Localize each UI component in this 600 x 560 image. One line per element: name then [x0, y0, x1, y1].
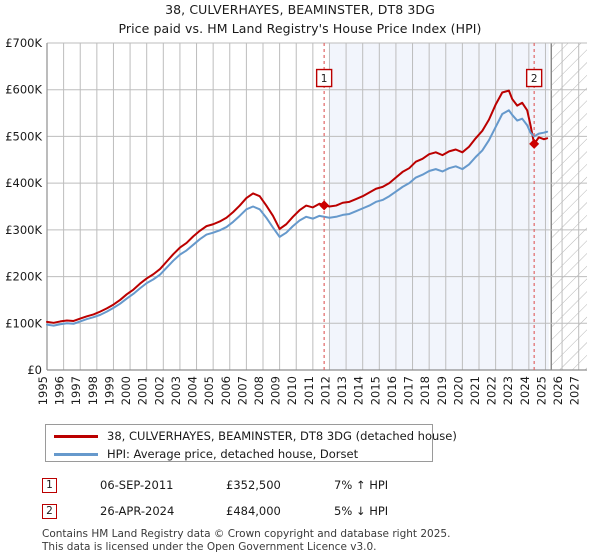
- svg-text:2025: 2025: [534, 376, 548, 405]
- svg-text:2027: 2027: [568, 376, 582, 405]
- svg-text:2013: 2013: [335, 376, 349, 405]
- chart-legend: 38, CULVERHAYES, BEAMINSTER, DT8 3DG (de…: [45, 424, 457, 463]
- transaction-price: £484,000: [226, 504, 281, 518]
- transaction-date: 26-APR-2024: [100, 504, 175, 518]
- axis-labels: £0 £100K £200K £300K £400K £500K £600K £700K 199…: [5, 36, 582, 405]
- svg-text:2021: 2021: [468, 376, 482, 405]
- svg-text:1: 1: [321, 73, 328, 85]
- svg-text:2004: 2004: [186, 376, 200, 405]
- status-badge: 2: [42, 503, 57, 519]
- svg-text:2: 2: [531, 73, 538, 85]
- svg-text:2007: 2007: [235, 376, 249, 405]
- svg-text:2001: 2001: [136, 376, 150, 405]
- transaction-hpi-delta: 7% ↑ HPI: [334, 478, 389, 492]
- svg-text:2022: 2022: [485, 376, 499, 405]
- svg-text:2012: 2012: [318, 376, 332, 405]
- svg-text:2019: 2019: [435, 376, 449, 405]
- svg-text:2010: 2010: [285, 376, 299, 405]
- svg-text:2024: 2024: [518, 376, 532, 405]
- svg-text:2006: 2006: [219, 376, 233, 405]
- svg-text:£100K: £100K: [5, 316, 42, 330]
- legend-label-hpi: HPI: Average price, detached house, Dors…: [107, 447, 359, 461]
- attribution-line-1: Contains HM Land Registry data © Crown c…: [42, 528, 451, 540]
- svg-text:2008: 2008: [252, 376, 266, 405]
- attribution-footer: Contains HM Land Registry data © Crown c…: [42, 528, 562, 554]
- svg-text:2023: 2023: [501, 376, 515, 405]
- legend-swatch-hpi-icon: [54, 452, 98, 456]
- svg-text:2015: 2015: [368, 376, 382, 405]
- transaction-date: 06-SEP-2011: [100, 478, 174, 492]
- legend-item-hpi: HPI: Average price, detached house, Dors…: [54, 445, 432, 463]
- legend-label-property: 38, CULVERHAYES, BEAMINSTER, DT8 3DG (de…: [107, 429, 457, 443]
- svg-text:£400K: £400K: [5, 176, 42, 190]
- svg-text:2020: 2020: [451, 376, 465, 405]
- page-subtitle: Price paid vs. HM Land Registry's House …: [118, 21, 482, 36]
- transaction-hpi-delta: 5% ↓ HPI: [334, 504, 389, 518]
- svg-text:2009: 2009: [269, 376, 283, 405]
- svg-text:1996: 1996: [53, 376, 67, 405]
- attribution-line-2: This data is licensed under the Open Gov…: [42, 541, 377, 553]
- svg-text:2018: 2018: [418, 376, 432, 405]
- transactions-table: 1 06-SEP-2011 £352,500 7% ↑ HPI 2 26-APR…: [42, 472, 472, 524]
- table-row: 1 06-SEP-2011 £352,500 7% ↑ HPI: [42, 472, 472, 498]
- legend-swatch-property-icon: [54, 434, 98, 438]
- svg-text:1999: 1999: [102, 376, 116, 405]
- svg-text:£600K: £600K: [5, 83, 42, 97]
- svg-text:2000: 2000: [119, 376, 133, 405]
- status-badge: 1: [42, 477, 57, 493]
- transaction-price: £352,500: [226, 478, 281, 492]
- svg-text:2014: 2014: [352, 376, 366, 405]
- svg-text:£0: £0: [27, 363, 42, 377]
- svg-text:1995: 1995: [36, 376, 50, 405]
- svg-text:£300K: £300K: [5, 223, 42, 237]
- svg-text:2016: 2016: [385, 376, 399, 405]
- svg-text:1997: 1997: [69, 376, 83, 405]
- svg-text:2005: 2005: [202, 376, 216, 405]
- svg-text:2002: 2002: [152, 376, 166, 405]
- svg-text:£200K: £200K: [5, 270, 42, 284]
- svg-text:1998: 1998: [86, 376, 100, 405]
- svg-text:£700K: £700K: [5, 36, 42, 50]
- chart-title-block: 38, CULVERHAYES, BEAMINSTER, DT8 3DG Pri…: [0, 0, 600, 38]
- table-row: 2 26-APR-2024 £484,000 5% ↓ HPI: [42, 498, 472, 524]
- svg-text:2017: 2017: [402, 376, 416, 405]
- svg-text:2003: 2003: [169, 376, 183, 405]
- legend-item-property: 38, CULVERHAYES, BEAMINSTER, DT8 3DG (de…: [54, 427, 457, 445]
- page-title: 38, CULVERHAYES, BEAMINSTER, DT8 3DG: [165, 2, 435, 17]
- svg-text:2011: 2011: [302, 376, 316, 405]
- svg-text:£500K: £500K: [5, 129, 42, 143]
- series-lines: [46, 89, 549, 327]
- svg-text:2026: 2026: [551, 376, 565, 405]
